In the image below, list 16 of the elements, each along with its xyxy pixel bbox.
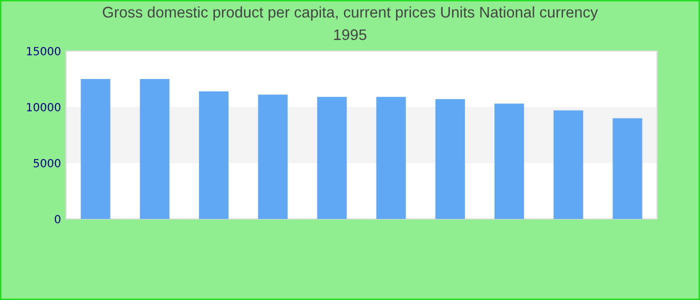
bar xyxy=(612,118,642,219)
y-tick-label: 15000 xyxy=(27,46,60,56)
y-tick-label: 10000 xyxy=(27,102,60,112)
y-tick-label: 0 xyxy=(54,214,60,224)
bar xyxy=(317,96,347,219)
bar xyxy=(80,79,110,219)
bar xyxy=(376,96,406,219)
bar xyxy=(554,110,584,219)
chart-subtitle: 1995 xyxy=(334,29,366,40)
bar xyxy=(198,91,229,219)
y-tick-label: 5000 xyxy=(34,158,60,168)
bar xyxy=(494,104,524,219)
bar xyxy=(435,99,465,219)
bar xyxy=(258,94,288,219)
bar xyxy=(140,79,170,219)
chart-title: Gross domestic product per capita, current prices Units National currency xyxy=(102,6,598,21)
